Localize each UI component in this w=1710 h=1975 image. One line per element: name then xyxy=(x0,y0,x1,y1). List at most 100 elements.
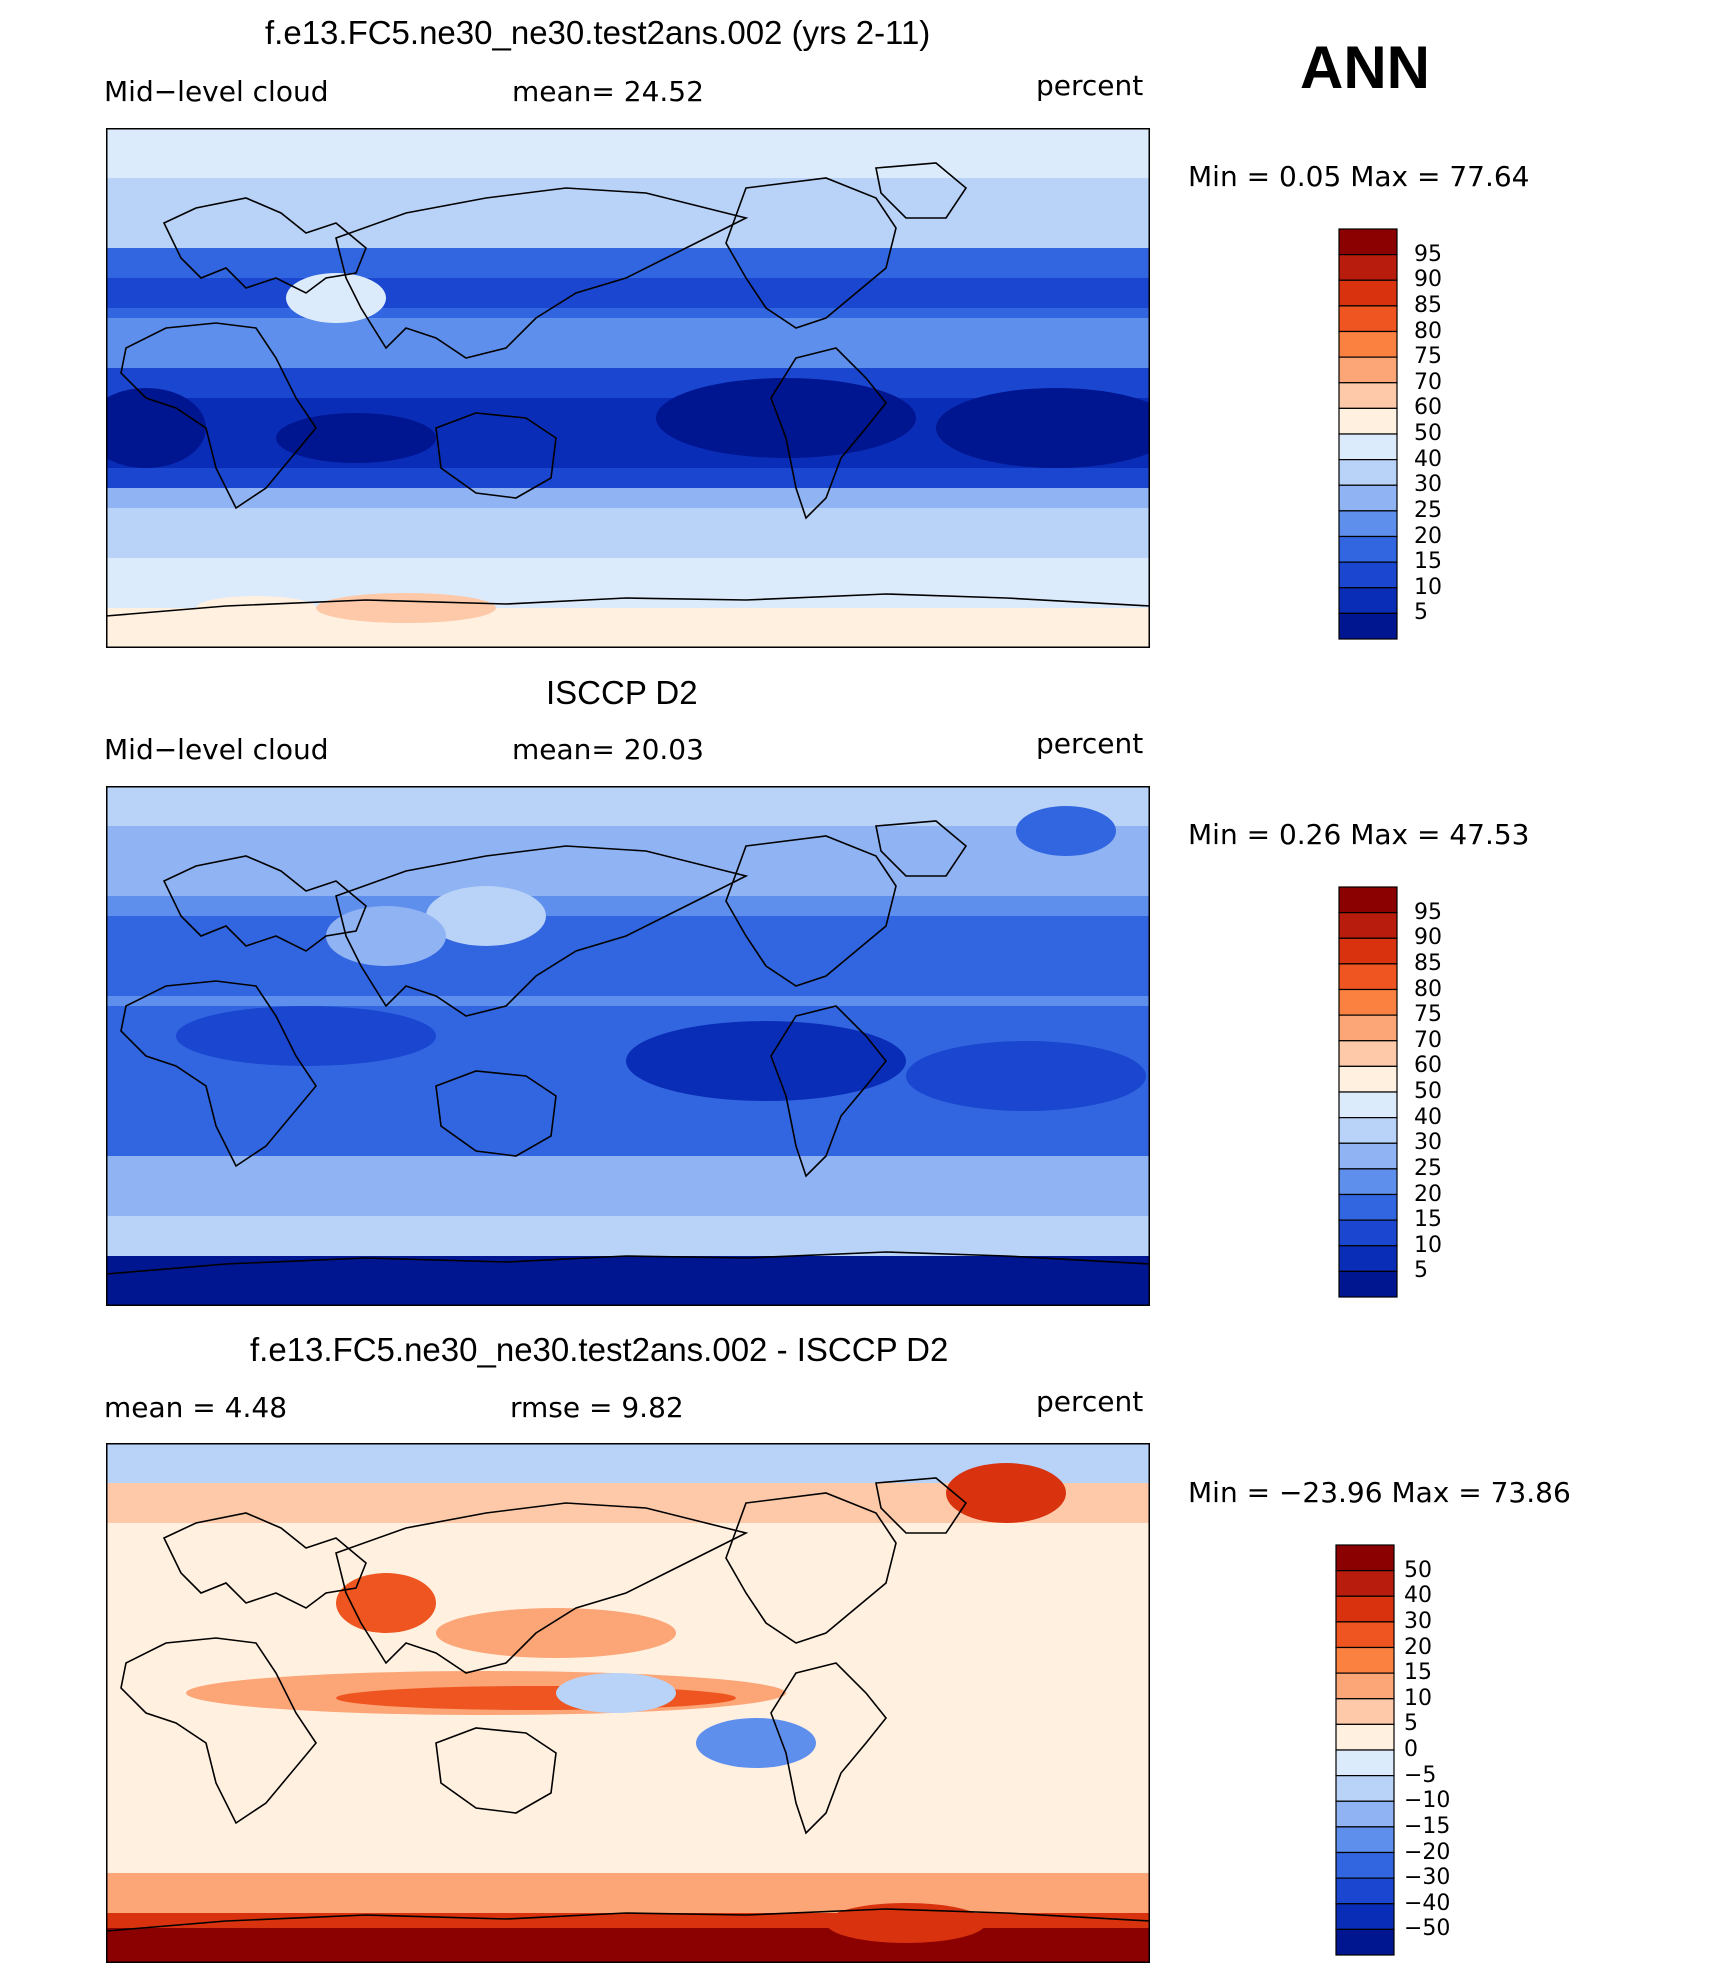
colorbar-swatch xyxy=(1338,1117,1398,1144)
colorbar-swatch xyxy=(1338,1193,1398,1221)
coastline xyxy=(162,855,367,952)
colorbar-swatch xyxy=(1335,1723,1395,1751)
coastline xyxy=(335,1502,749,1674)
colorbar-swatch xyxy=(1338,305,1398,333)
coastline xyxy=(875,162,968,219)
colorbar-swatch xyxy=(1335,1621,1395,1649)
colorbar-swatch xyxy=(1338,587,1398,614)
colorbar-swatch xyxy=(1338,937,1398,965)
colorbar-tick-label: 60 xyxy=(1414,395,1442,421)
colorbar-tick-label: 50 xyxy=(1414,1079,1442,1104)
colorbar-tick-label: 40 xyxy=(1414,446,1442,472)
panel-3-title: f.e13.FC5.ne30_ne30.test2ans.002 - ISCCP… xyxy=(250,1331,949,1368)
panel-2-map xyxy=(106,786,1150,1306)
coastline xyxy=(335,187,749,359)
colorbar-swatch xyxy=(1335,1570,1395,1597)
map-frame xyxy=(106,786,1150,1306)
colorbar-swatch xyxy=(1338,1065,1398,1093)
panel-1-title: f.e13.FC5.ne30_ne30.test2ans.002 (yrs 2-… xyxy=(265,14,931,51)
colorbar-tick-label: 25 xyxy=(1414,497,1442,523)
colorbar-tick-label: 5 xyxy=(1414,600,1428,626)
coastline xyxy=(435,1727,557,1814)
panel-2-minmax-label: Min = 0.26 Max = 47.53 xyxy=(1188,818,1530,851)
panel-3-units-label: percent xyxy=(1036,1385,1144,1418)
season-label: ANN xyxy=(1300,34,1430,101)
colorbar-swatch xyxy=(1338,254,1398,281)
coastline xyxy=(770,1662,888,1835)
colorbar-swatch xyxy=(1338,1245,1398,1272)
colorbar-tick-label: 75 xyxy=(1414,344,1442,370)
coastline xyxy=(106,593,1150,617)
map-frame xyxy=(106,1443,1150,1963)
colorbar-tick-label: 90 xyxy=(1414,925,1442,951)
coastline xyxy=(106,1908,1150,1932)
panel-3-minmax-label: Min = −23.96 Max = 73.86 xyxy=(1188,1476,1571,1509)
colorbar-swatch xyxy=(1338,1270,1398,1298)
colorbar-swatch xyxy=(1338,561,1398,589)
coastline xyxy=(106,1251,1150,1275)
colorbar-tick-label: 80 xyxy=(1414,976,1442,1002)
colorbar-swatch xyxy=(1338,459,1398,486)
colorbar-tick-label: −40 xyxy=(1404,1890,1451,1916)
colorbar-tick-label: 85 xyxy=(1414,950,1442,976)
panel-3-map xyxy=(106,1443,1150,1963)
colorbar-tick-label: 95 xyxy=(1414,899,1442,925)
panel-2-colorbar xyxy=(1338,886,1398,1298)
colorbar-swatch xyxy=(1338,1014,1398,1042)
coastline xyxy=(770,1005,888,1178)
coastline xyxy=(725,835,897,987)
colorbar-tick-label: 10 xyxy=(1414,574,1442,600)
colorbar-swatch xyxy=(1335,1903,1395,1930)
colorbar-swatch xyxy=(1335,1775,1395,1802)
colorbar-swatch xyxy=(1335,1800,1395,1828)
colorbar-tick-label: 5 xyxy=(1414,1258,1428,1284)
colorbar-tick-label: −30 xyxy=(1404,1865,1451,1891)
panel-2-title: ISCCP D2 xyxy=(546,674,698,711)
coastline xyxy=(875,1477,968,1534)
colorbar-tick-label: 70 xyxy=(1414,369,1442,395)
colorbar-swatch xyxy=(1338,612,1398,640)
map-frame xyxy=(106,128,1150,648)
colorbar-swatch xyxy=(1335,1698,1395,1725)
coastline xyxy=(875,820,968,877)
panel-1-map xyxy=(106,128,1150,648)
colorbar-swatch xyxy=(1335,1877,1395,1905)
panel-1-units-label: percent xyxy=(1036,69,1144,102)
colorbar-tick-label: 85 xyxy=(1414,292,1442,318)
colorbar-swatch xyxy=(1335,1595,1395,1623)
colorbar-swatch xyxy=(1335,1851,1395,1879)
panel-2-mean-label: mean= 20.03 xyxy=(512,733,704,766)
panel-3-colorbar xyxy=(1335,1544,1395,1956)
colorbar-tick-label: 75 xyxy=(1414,1002,1442,1028)
colorbar-swatch xyxy=(1338,484,1398,512)
colorbar-tick-label: 30 xyxy=(1414,1130,1442,1156)
colorbar-swatch xyxy=(1338,356,1398,384)
coastline xyxy=(770,347,888,520)
colorbar-swatch xyxy=(1338,535,1398,563)
colorbar-swatch xyxy=(1338,912,1398,939)
colorbar-tick-label: 10 xyxy=(1404,1685,1432,1711)
colorbar-swatch xyxy=(1338,963,1398,991)
coastline xyxy=(162,197,367,294)
colorbar-tick-label: 95 xyxy=(1414,241,1442,267)
colorbar-swatch xyxy=(1338,886,1398,914)
colorbar-tick-label: 40 xyxy=(1404,1583,1432,1609)
colorbar-tick-label: 70 xyxy=(1414,1027,1442,1053)
colorbar-swatch xyxy=(1335,1826,1395,1854)
coastline xyxy=(725,177,897,329)
coastline xyxy=(162,1512,367,1609)
colorbar-tick-label: 50 xyxy=(1414,421,1442,446)
colorbar-tick-label: 60 xyxy=(1414,1053,1442,1079)
colorbar-tick-label: 15 xyxy=(1404,1660,1432,1686)
colorbar-tick-label: 20 xyxy=(1414,1181,1442,1207)
panel-2-variable-label: Mid−level cloud xyxy=(104,733,329,766)
panel-1-variable-label: Mid−level cloud xyxy=(104,75,329,108)
colorbar-tick-label: −5 xyxy=(1404,1762,1437,1788)
colorbar-tick-label: 10 xyxy=(1414,1232,1442,1258)
colorbar-tick-label: 90 xyxy=(1414,267,1442,293)
colorbar-swatch xyxy=(1338,1040,1398,1067)
colorbar-swatch xyxy=(1338,407,1398,435)
coastline xyxy=(335,845,749,1017)
colorbar-tick-label: −50 xyxy=(1404,1916,1451,1942)
colorbar-swatch xyxy=(1335,1928,1395,1956)
